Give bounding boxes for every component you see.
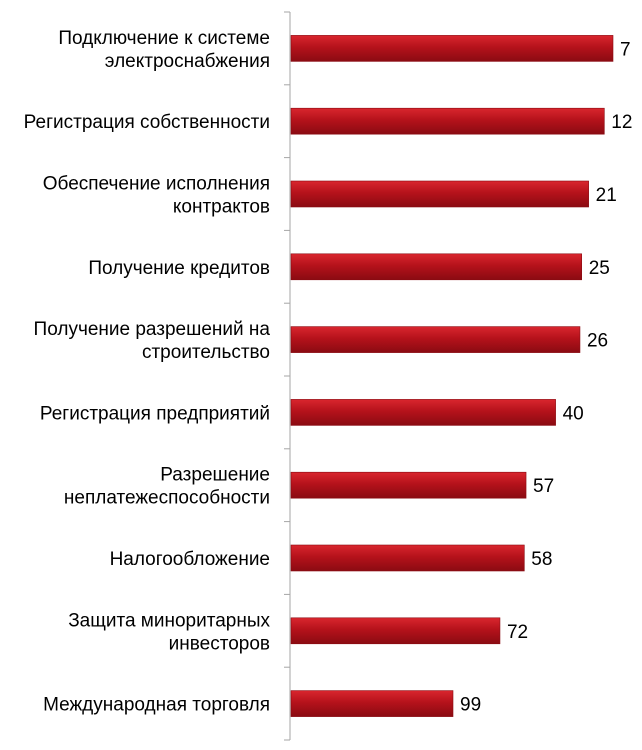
category-label-line: Разрешение [160,465,270,486]
data-label: 72 [507,622,528,643]
category-label-line: Получение кредитов [88,258,270,279]
category-label-line: Регистрация предприятий [40,403,270,424]
category-label-line: Обеспечение исполнения [43,174,270,195]
data-label: 7 [620,39,631,60]
category-label-line: неплатежеспособности [64,488,270,509]
bar [290,617,501,645]
category-label-line: Защита миноритарных [68,610,270,631]
category-label: Регистрация собственности [24,112,270,133]
category-label-line: Получение разрешений на [34,319,271,340]
category-label-line: контрактов [173,197,270,218]
bar [290,399,556,426]
bar [290,35,614,62]
value-labels: 7 12 21 25 26 40 57 58 72 99 [460,39,632,715]
data-label: 21 [596,185,617,206]
category-label-line: инвесторов [169,633,270,654]
data-label: 57 [533,476,554,497]
category-label-line: Налогообложение [110,549,270,570]
data-label: 58 [531,549,552,570]
bar [290,326,581,353]
category-label: Защита миноритарных инвесторов [68,610,270,654]
category-label: Получение разрешений на строительство [34,319,271,363]
category-label-line: Регистрация собственности [24,112,270,133]
bar [290,471,527,499]
category-label-line: строительство [142,342,270,363]
data-label: 26 [587,331,608,352]
bar [290,107,605,135]
bar [290,180,589,208]
category-label: Регистрация предприятий [40,403,270,424]
category-label: Налогообложение [110,549,270,570]
bar [290,690,454,717]
category-label: Разрешение неплатежеспособности [64,465,270,509]
bar [290,544,525,572]
data-label: 40 [563,403,584,424]
data-label: 99 [460,695,481,716]
category-label: Подключение к системе электроснабжения [58,28,270,72]
category-label-line: Международная торговля [43,695,270,716]
data-label: 12 [611,112,632,133]
category-label-line: электроснабжения [105,51,270,72]
category-label: Международная торговля [43,695,270,716]
bars-layer [290,35,614,717]
axis-layer [284,11,291,741]
category-label-line: Подключение к системе [58,28,270,49]
category-label: Обеспечение исполнения контрактов [43,174,270,218]
category-label: Получение кредитов [88,258,270,279]
data-label: 25 [589,258,610,279]
category-labels: Подключение к системе электроснабжения Рег… [24,28,271,716]
bar [290,253,582,281]
